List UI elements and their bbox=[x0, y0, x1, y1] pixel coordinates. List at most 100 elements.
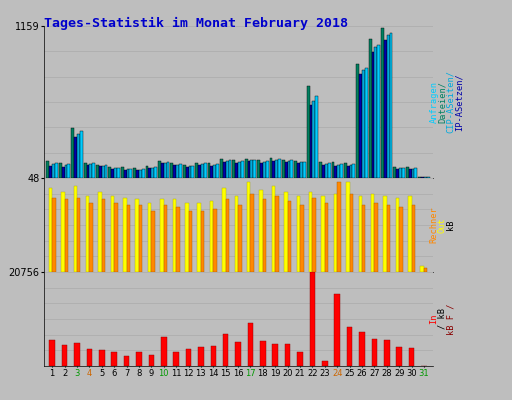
Bar bbox=[216, 164, 219, 178]
Text: kB F /: kB F / bbox=[446, 303, 455, 335]
Bar bbox=[186, 349, 191, 366]
Bar bbox=[148, 168, 152, 178]
Bar bbox=[62, 345, 68, 366]
Bar bbox=[269, 158, 272, 178]
Bar bbox=[65, 200, 68, 272]
Bar bbox=[377, 45, 380, 178]
Text: CIP-ASeiten/: CIP-ASeiten/ bbox=[446, 70, 455, 134]
Bar bbox=[312, 198, 316, 272]
Bar bbox=[319, 162, 322, 178]
Bar bbox=[210, 346, 216, 366]
Text: Dateien/: Dateien/ bbox=[438, 81, 447, 123]
Bar bbox=[139, 170, 142, 178]
Bar bbox=[142, 169, 145, 178]
Bar bbox=[164, 205, 167, 272]
Bar bbox=[390, 33, 393, 178]
Bar bbox=[272, 161, 275, 178]
Bar bbox=[414, 168, 417, 178]
Bar bbox=[340, 164, 343, 178]
Bar bbox=[201, 164, 204, 178]
Bar bbox=[235, 163, 238, 178]
Bar bbox=[234, 196, 238, 272]
Bar bbox=[183, 165, 186, 178]
Bar bbox=[307, 86, 310, 178]
Bar bbox=[74, 137, 77, 178]
Bar bbox=[310, 104, 312, 178]
Bar bbox=[185, 203, 188, 272]
Bar bbox=[272, 186, 275, 272]
Bar bbox=[369, 39, 372, 178]
Bar bbox=[83, 163, 87, 178]
Bar bbox=[303, 162, 306, 178]
Bar bbox=[383, 196, 387, 272]
Bar bbox=[409, 348, 414, 366]
Bar bbox=[427, 177, 430, 178]
Bar bbox=[412, 205, 415, 272]
Bar bbox=[297, 164, 300, 178]
Bar bbox=[248, 161, 250, 178]
Bar bbox=[350, 194, 353, 272]
Bar bbox=[80, 131, 82, 178]
Bar bbox=[412, 169, 414, 178]
Bar bbox=[247, 182, 250, 272]
Bar bbox=[325, 164, 328, 178]
Bar bbox=[300, 205, 304, 272]
Bar bbox=[372, 52, 374, 178]
Bar bbox=[296, 196, 300, 272]
Bar bbox=[322, 196, 325, 272]
Text: / kB: / kB bbox=[438, 308, 447, 330]
Bar bbox=[337, 182, 340, 272]
Bar bbox=[236, 342, 241, 366]
Bar bbox=[344, 164, 347, 178]
Bar bbox=[346, 182, 350, 272]
Bar bbox=[102, 166, 104, 178]
Bar bbox=[112, 352, 117, 366]
Bar bbox=[114, 203, 118, 272]
Bar bbox=[74, 343, 80, 366]
Bar bbox=[288, 202, 291, 272]
Bar bbox=[372, 339, 377, 366]
Bar bbox=[136, 200, 139, 272]
Bar bbox=[297, 352, 303, 366]
Bar bbox=[214, 209, 217, 272]
Bar bbox=[210, 202, 214, 272]
Bar bbox=[61, 192, 65, 272]
Bar bbox=[198, 203, 201, 272]
Bar bbox=[86, 196, 90, 272]
Bar bbox=[260, 190, 263, 272]
Bar bbox=[328, 163, 331, 178]
Bar bbox=[241, 161, 244, 178]
Bar bbox=[424, 268, 428, 272]
Bar bbox=[250, 160, 253, 178]
Bar bbox=[402, 168, 405, 178]
Bar bbox=[310, 272, 315, 366]
Bar bbox=[102, 200, 105, 272]
Bar bbox=[98, 192, 102, 272]
Bar bbox=[223, 334, 228, 366]
Bar bbox=[154, 168, 157, 178]
Bar bbox=[300, 162, 303, 178]
Bar bbox=[139, 205, 142, 272]
Text: In: In bbox=[430, 314, 439, 324]
Bar bbox=[282, 160, 285, 178]
Bar bbox=[173, 200, 176, 272]
Bar bbox=[322, 165, 325, 178]
Bar bbox=[359, 332, 365, 366]
Bar bbox=[198, 347, 204, 366]
Bar bbox=[285, 162, 288, 178]
Bar bbox=[238, 162, 241, 178]
Bar bbox=[248, 323, 253, 366]
Bar bbox=[294, 161, 297, 178]
Bar bbox=[52, 164, 55, 178]
Bar bbox=[173, 166, 176, 178]
Text: kB: kB bbox=[446, 220, 455, 230]
Bar bbox=[266, 161, 269, 178]
Bar bbox=[331, 162, 334, 178]
Bar bbox=[210, 166, 214, 178]
Bar bbox=[152, 211, 155, 272]
Bar bbox=[399, 207, 402, 272]
Bar bbox=[68, 164, 70, 178]
Bar bbox=[130, 169, 132, 178]
Bar bbox=[334, 294, 340, 366]
Bar bbox=[90, 164, 92, 178]
